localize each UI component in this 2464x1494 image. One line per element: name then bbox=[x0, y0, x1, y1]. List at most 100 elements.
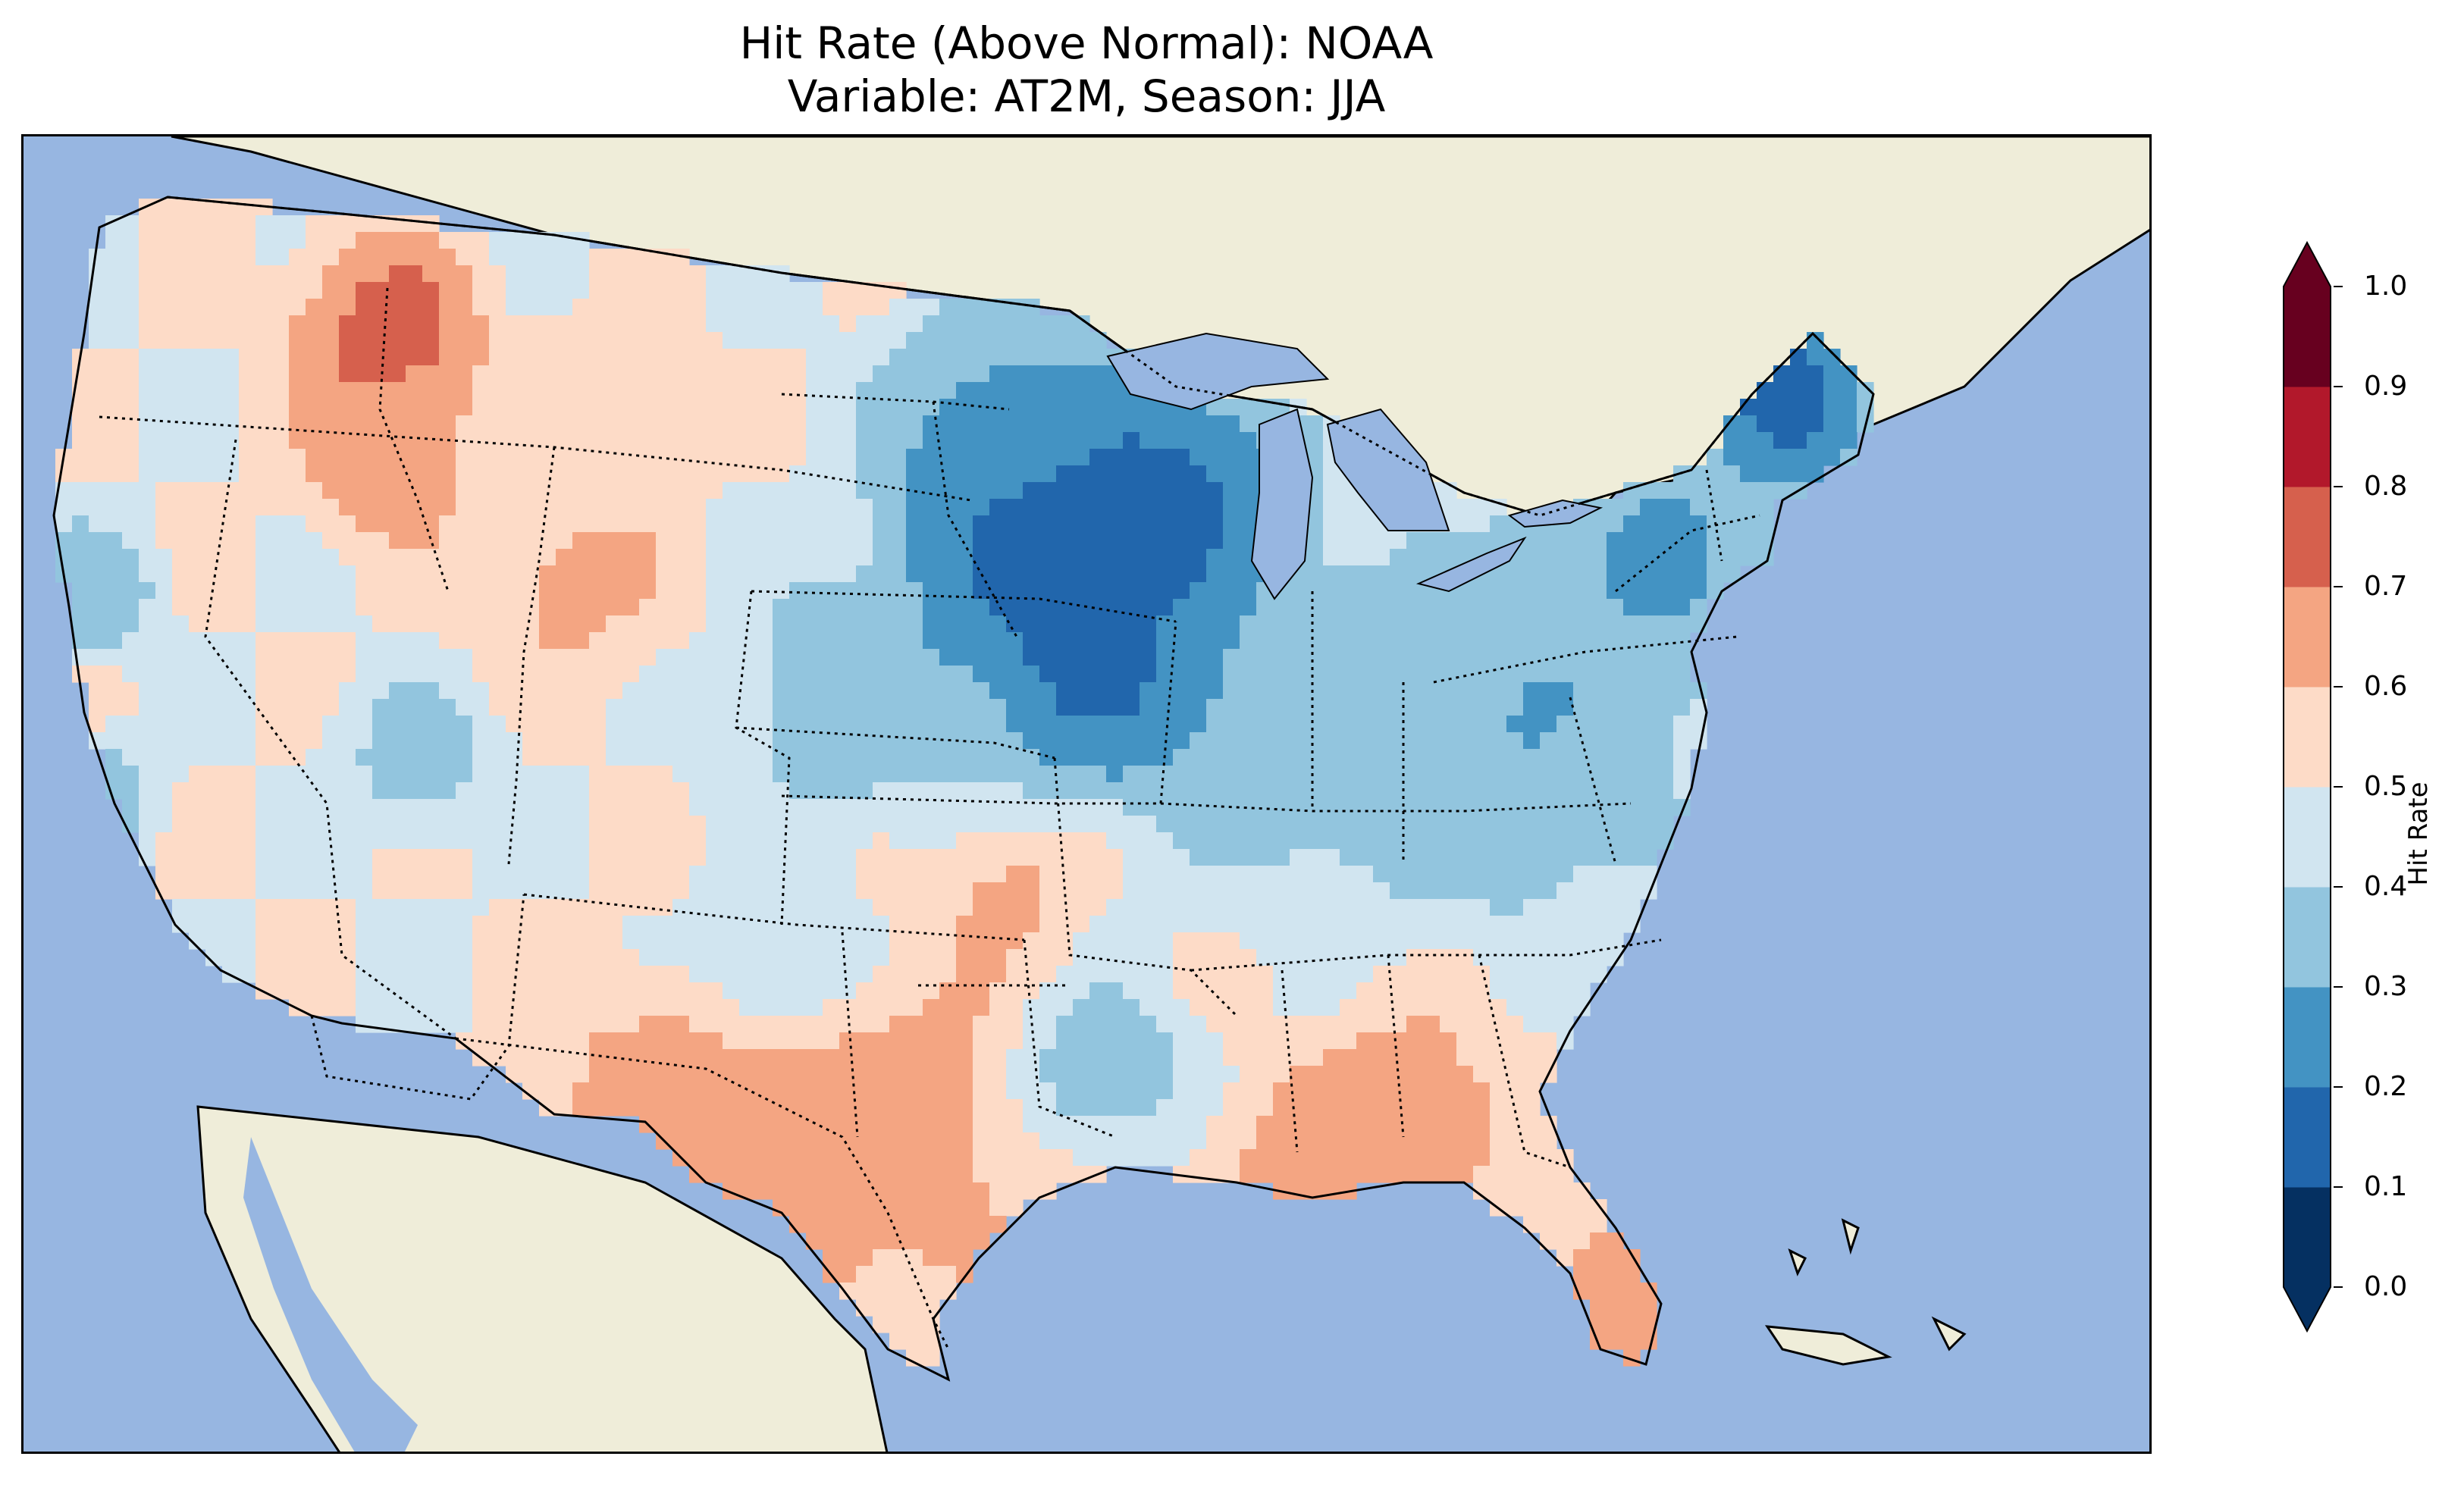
heatmap-cell bbox=[539, 799, 556, 816]
heatmap-cell bbox=[1190, 1166, 1207, 1183]
heatmap-cell bbox=[1056, 1049, 1074, 1066]
heatmap-cell bbox=[739, 1116, 757, 1133]
heatmap-cell bbox=[1373, 716, 1390, 733]
heatmap-cell bbox=[489, 682, 506, 700]
map-panel[interactable] bbox=[21, 134, 2152, 1454]
colorbar-tick-label: 0.2 bbox=[2364, 1071, 2408, 1102]
heatmap-cell bbox=[723, 799, 740, 816]
heatmap-cell bbox=[923, 682, 940, 700]
heatmap-cell bbox=[723, 349, 740, 366]
heatmap-cell bbox=[839, 282, 857, 299]
heatmap-cell bbox=[1823, 399, 1841, 416]
heatmap-cell bbox=[1023, 1082, 1040, 1100]
heatmap-cell bbox=[706, 315, 723, 333]
heatmap-cell bbox=[339, 699, 356, 716]
heatmap-cell bbox=[1089, 382, 1107, 399]
heatmap-cell bbox=[1406, 1049, 1424, 1066]
heatmap-cell bbox=[956, 1066, 973, 1083]
heatmap-cell bbox=[1240, 882, 1257, 900]
heatmap-cell bbox=[1456, 966, 1474, 983]
heatmap-cell bbox=[923, 966, 940, 983]
heatmap-cell bbox=[1056, 699, 1074, 716]
heatmap-cell bbox=[289, 499, 306, 516]
heatmap-cell bbox=[1440, 816, 1457, 833]
heatmap-cell bbox=[1140, 1149, 1157, 1167]
heatmap-cell bbox=[1306, 699, 1324, 716]
heatmap-cell bbox=[672, 699, 690, 716]
heatmap-cell bbox=[1156, 1032, 1174, 1050]
heatmap-cell bbox=[589, 415, 607, 433]
heatmap-cell bbox=[1323, 549, 1340, 566]
heatmap-cell bbox=[756, 1182, 773, 1200]
heatmap-cell bbox=[572, 882, 590, 900]
heatmap-cell bbox=[689, 799, 707, 816]
heatmap-cell bbox=[289, 332, 306, 349]
heatmap-cell bbox=[656, 782, 673, 800]
heatmap-cell bbox=[1423, 899, 1440, 916]
heatmap-cell bbox=[1140, 732, 1157, 750]
heatmap-cell bbox=[606, 449, 623, 466]
heatmap-cell bbox=[556, 666, 573, 683]
heatmap-cell bbox=[906, 882, 923, 900]
heatmap-cell bbox=[606, 399, 623, 416]
heatmap-cell bbox=[973, 649, 990, 666]
heatmap-cell bbox=[956, 1082, 973, 1100]
heatmap-cell bbox=[1190, 999, 1207, 1016]
heatmap-cell bbox=[306, 582, 323, 600]
heatmap-cell bbox=[1607, 1299, 1624, 1317]
heatmap-cell bbox=[1173, 482, 1190, 500]
heatmap-cell bbox=[856, 649, 873, 666]
heatmap-cell bbox=[439, 315, 456, 333]
heatmap-cell bbox=[923, 465, 940, 483]
heatmap-cell bbox=[1523, 932, 1541, 950]
heatmap-cell bbox=[189, 732, 206, 750]
heatmap-cell bbox=[1006, 1116, 1024, 1133]
heatmap-cell bbox=[923, 1283, 940, 1300]
heatmap-cell bbox=[1456, 1132, 1474, 1150]
heatmap-cell bbox=[873, 549, 890, 566]
heatmap-cell bbox=[1240, 465, 1257, 483]
heatmap-cell bbox=[1006, 465, 1024, 483]
heatmap-cell bbox=[155, 649, 173, 666]
heatmap-cell bbox=[1273, 632, 1290, 650]
heatmap-cell bbox=[806, 1032, 823, 1050]
heatmap-cell bbox=[856, 482, 873, 500]
heatmap-cell bbox=[1190, 832, 1207, 850]
heatmap-cell bbox=[939, 349, 957, 366]
heatmap-cell bbox=[539, 515, 556, 533]
heatmap-cell bbox=[939, 949, 957, 966]
heatmap-cell bbox=[489, 565, 506, 583]
heatmap-cell bbox=[1540, 849, 1557, 866]
heatmap-cell bbox=[105, 582, 123, 600]
heatmap-cell bbox=[689, 699, 707, 716]
heatmap-cell bbox=[1023, 499, 1040, 516]
heatmap-cell bbox=[1056, 682, 1074, 700]
heatmap-cell bbox=[1390, 1132, 1407, 1150]
heatmap-cell bbox=[939, 832, 957, 850]
heatmap-cell bbox=[1039, 1116, 1057, 1133]
heatmap-cell bbox=[406, 766, 423, 783]
heatmap-cell bbox=[539, 632, 556, 650]
heatmap-cell bbox=[622, 499, 640, 516]
heatmap-cell bbox=[89, 432, 106, 449]
heatmap-cell bbox=[1473, 1149, 1491, 1167]
heatmap-cell bbox=[1323, 816, 1340, 833]
heatmap-cell bbox=[222, 732, 240, 750]
heatmap-cell bbox=[205, 866, 223, 883]
heatmap-cell bbox=[589, 1066, 607, 1083]
heatmap-cell bbox=[506, 649, 523, 666]
heatmap-cell bbox=[1340, 1166, 1357, 1183]
heatmap-cell bbox=[1573, 999, 1591, 1016]
heatmap-cell bbox=[789, 649, 807, 666]
heatmap-cell bbox=[723, 716, 740, 733]
heatmap-cell bbox=[239, 615, 256, 633]
heatmap-cell bbox=[339, 299, 356, 316]
heatmap-cell bbox=[973, 682, 990, 700]
heatmap-cell bbox=[1089, 916, 1107, 933]
heatmap-cell bbox=[1340, 1016, 1357, 1033]
heatmap-cell bbox=[1056, 599, 1074, 616]
heatmap-cell bbox=[255, 365, 273, 383]
heatmap-cell bbox=[1223, 849, 1240, 866]
heatmap-cell bbox=[856, 1016, 873, 1033]
heatmap-cell bbox=[1206, 599, 1224, 616]
